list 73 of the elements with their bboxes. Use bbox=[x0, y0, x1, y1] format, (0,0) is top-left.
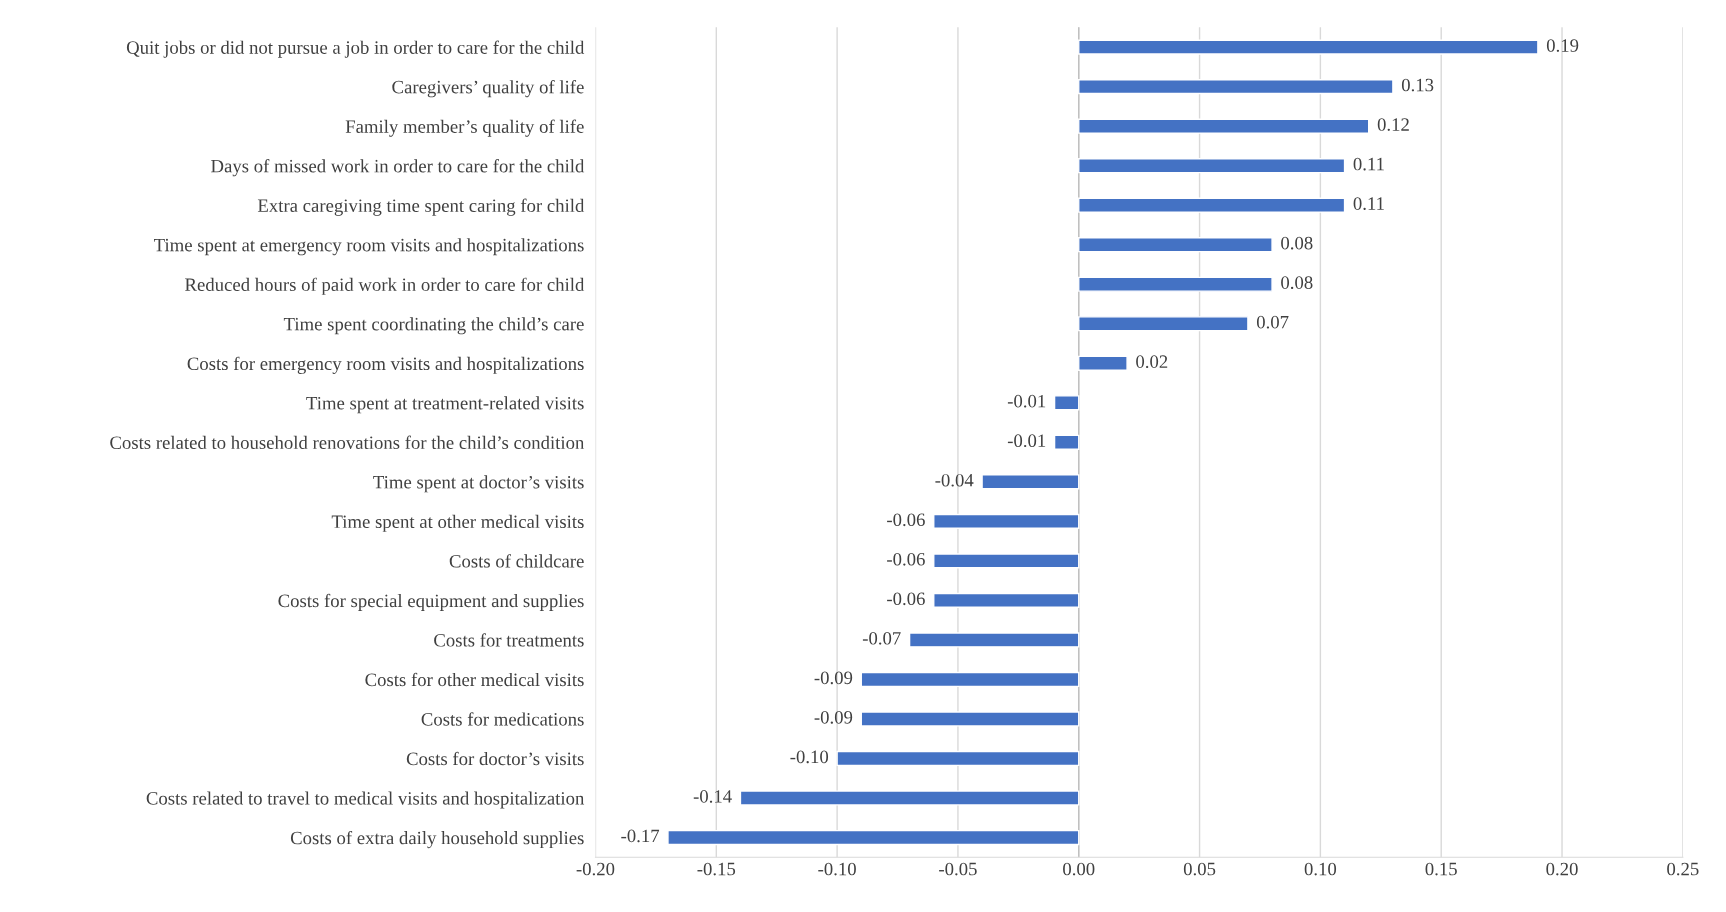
y-tick-label: Caregivers’ quality of life bbox=[392, 80, 584, 98]
x-tick-label: -0.10 bbox=[818, 862, 856, 876]
y-tick-label: Costs related to household renovations for the child’s condition bbox=[110, 435, 585, 450]
data-label: 0.02 bbox=[1136, 355, 1168, 369]
bar bbox=[1078, 355, 1128, 371]
data-label: -0.01 bbox=[1007, 394, 1046, 408]
bar bbox=[836, 750, 1080, 767]
data-label: 0.12 bbox=[1377, 118, 1409, 131]
data-label: 0.13 bbox=[1401, 78, 1434, 92]
bar bbox=[933, 553, 1080, 569]
data-label: -0.14 bbox=[693, 790, 732, 803]
bar bbox=[1078, 316, 1249, 332]
y-tick-label: Days of missed work in order to care for the child bbox=[211, 159, 585, 177]
bar bbox=[1078, 39, 1539, 55]
bar bbox=[667, 829, 1080, 846]
x-tick-label: 0.20 bbox=[1546, 862, 1578, 876]
bar bbox=[1078, 276, 1273, 292]
x-tick-label: -0.20 bbox=[576, 862, 615, 876]
bar bbox=[1053, 395, 1080, 411]
data-label: 0.11 bbox=[1353, 197, 1384, 210]
bar bbox=[1078, 237, 1273, 253]
data-label: 0.08 bbox=[1281, 276, 1313, 290]
y-tick-label: Costs for medications bbox=[421, 712, 584, 726]
y-tick-label: Costs for treatments bbox=[434, 633, 584, 647]
y-tick-label: Costs of extra daily household supplies bbox=[290, 830, 584, 849]
bar bbox=[1078, 79, 1394, 95]
data-label: 0.08 bbox=[1281, 236, 1313, 250]
data-label: 0.07 bbox=[1256, 315, 1289, 329]
y-tick-label: Time spent at doctor’s visits bbox=[373, 475, 584, 493]
data-label: -0.06 bbox=[887, 513, 925, 527]
bar bbox=[739, 790, 1080, 806]
bar bbox=[1078, 118, 1370, 134]
x-tick-label: 0.05 bbox=[1183, 862, 1216, 876]
bar bbox=[860, 711, 1080, 727]
data-label: -0.06 bbox=[887, 592, 925, 606]
data-label: 0.11 bbox=[1353, 157, 1384, 171]
bar bbox=[933, 592, 1080, 609]
data-label: -0.01 bbox=[1007, 434, 1046, 448]
y-tick-label: Reduced hours of paid work in order to care for child bbox=[185, 277, 585, 295]
x-tick-label: -0.05 bbox=[939, 862, 977, 876]
data-label: 0.19 bbox=[1546, 39, 1579, 52]
y-tick-label: Time spent at other medical visits bbox=[331, 514, 584, 532]
y-tick-label: Time spent at emergency room visits and hospitalizations bbox=[154, 238, 584, 256]
data-label: -0.09 bbox=[814, 711, 853, 724]
data-label: -0.09 bbox=[814, 671, 853, 685]
y-tick-label: Time spent coordinating the child’s care bbox=[283, 317, 584, 335]
x-tick-label: 0.10 bbox=[1304, 862, 1337, 876]
y-tick-label: Costs related to travel to medical visits and hospitalization bbox=[146, 791, 585, 809]
data-label: -0.17 bbox=[621, 829, 660, 843]
y-tick-label: Quit jobs or did not pursue a job in order to care for the child bbox=[126, 40, 585, 58]
x-tick-label: 0.15 bbox=[1425, 862, 1457, 876]
x-tick-label: 0.00 bbox=[1063, 862, 1095, 876]
data-label: -0.10 bbox=[790, 750, 829, 764]
y-tick-label: Costs for other medical visits bbox=[365, 672, 584, 687]
x-tick-label: -0.15 bbox=[697, 862, 736, 876]
data-label: -0.07 bbox=[862, 631, 901, 645]
data-label: -0.04 bbox=[935, 473, 974, 487]
y-tick-label: Costs for special equipment and supplies bbox=[278, 593, 584, 611]
bar bbox=[1053, 434, 1080, 450]
y-tick-label: Costs of childcare bbox=[449, 554, 584, 568]
bar bbox=[860, 671, 1080, 688]
bar bbox=[908, 632, 1080, 648]
bar bbox=[981, 474, 1080, 490]
data-label: -0.06 bbox=[887, 552, 925, 566]
y-tick-label: Family member’s quality of life bbox=[345, 119, 584, 137]
bar bbox=[933, 513, 1080, 529]
y-tick-label: Costs for doctor’s visits bbox=[406, 751, 584, 766]
y-tick-label: Costs for emergency room visits and hospitalizations bbox=[187, 356, 584, 374]
bar bbox=[1078, 197, 1346, 213]
y-tick-label: Time spent at treatment-related visits bbox=[306, 396, 584, 414]
bar bbox=[1078, 158, 1346, 174]
x-tick-label: 0.25 bbox=[1667, 862, 1699, 876]
y-tick-label: Extra caregiving time spent caring for child bbox=[257, 198, 585, 216]
